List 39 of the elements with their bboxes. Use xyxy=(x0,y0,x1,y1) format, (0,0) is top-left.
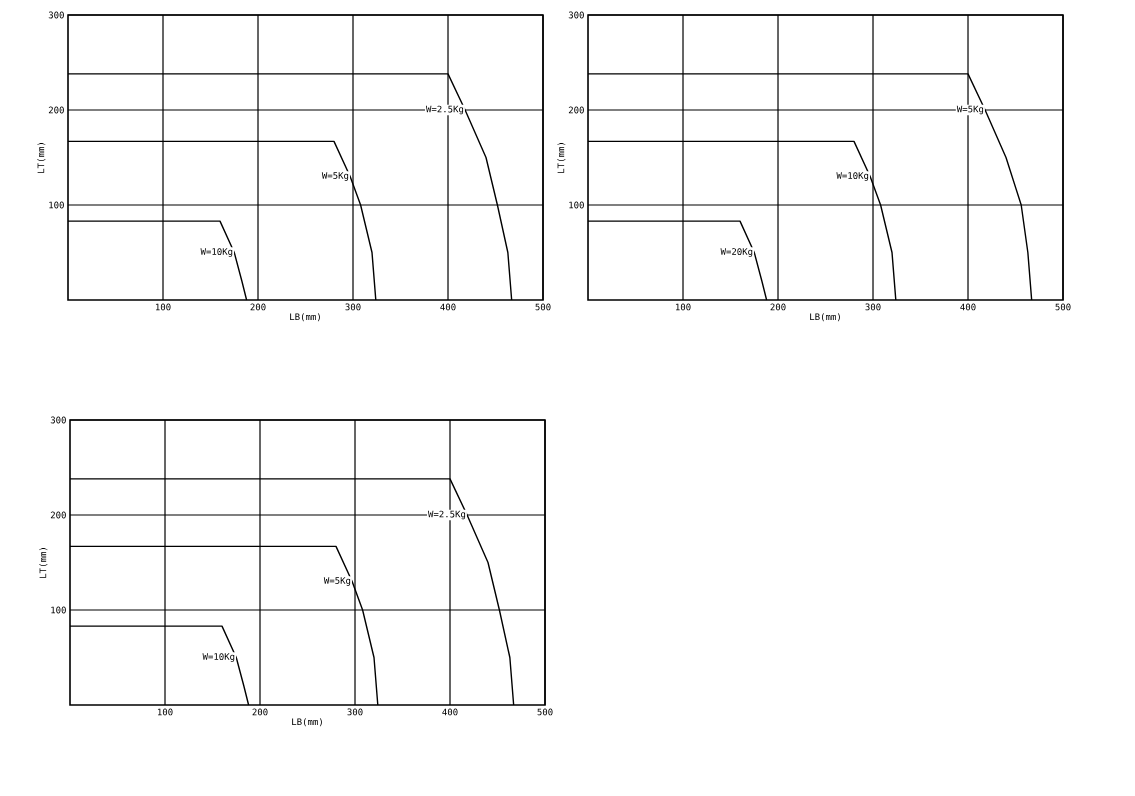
x-tick-label: 100 xyxy=(675,303,691,311)
x-tick-label: 400 xyxy=(440,303,456,311)
x-tick-label: 200 xyxy=(252,708,268,716)
y-tick-label: 100 xyxy=(49,201,64,209)
series-label: W=2.5Kg xyxy=(427,510,466,520)
series-label: W=5Kg xyxy=(956,105,984,115)
x-tick-label: 200 xyxy=(770,303,786,311)
x-tick-label: 400 xyxy=(960,303,976,311)
y-tick-label: 200 xyxy=(48,106,64,114)
y-tick-label: 100 xyxy=(51,606,66,614)
y-axis-title: LT(mm) xyxy=(37,143,46,173)
x-tick-label: 500 xyxy=(537,708,553,716)
y-tick-label: 100 xyxy=(569,201,584,209)
x-tick-label: 500 xyxy=(1055,303,1071,311)
series-label: W=2.5Kg xyxy=(425,105,464,115)
x-tick-label: 200 xyxy=(250,303,266,311)
x-axis-title: LB(mm) xyxy=(290,313,320,322)
y-tick-label: 300 xyxy=(48,11,64,19)
y-tick-label: 200 xyxy=(568,106,584,114)
x-tick-label: 100 xyxy=(155,303,171,311)
series-label: W=5Kg xyxy=(321,172,349,181)
series-label: W=10Kg xyxy=(200,248,233,257)
series-label: W=10Kg xyxy=(836,172,869,181)
x-tick-label: 500 xyxy=(535,303,551,311)
series-label: W=5Kg xyxy=(323,577,351,586)
y-tick-label: 300 xyxy=(568,11,584,19)
y-tick-label: 200 xyxy=(50,511,66,519)
x-tick-label: 300 xyxy=(865,303,881,311)
y-tick-label: 300 xyxy=(50,416,66,424)
x-axis-title: LB(mm) xyxy=(810,313,840,322)
y-axis-title: LT(mm) xyxy=(39,548,48,578)
series-label: W=20Kg xyxy=(720,248,753,257)
x-tick-label: 300 xyxy=(347,708,363,716)
series-label: W=10Kg xyxy=(202,653,235,662)
y-axis-title: LT(mm) xyxy=(557,143,566,173)
x-tick-label: 100 xyxy=(157,708,173,716)
x-axis-title: LB(mm) xyxy=(292,718,322,727)
x-tick-label: 300 xyxy=(345,303,361,311)
x-tick-label: 400 xyxy=(442,708,458,716)
